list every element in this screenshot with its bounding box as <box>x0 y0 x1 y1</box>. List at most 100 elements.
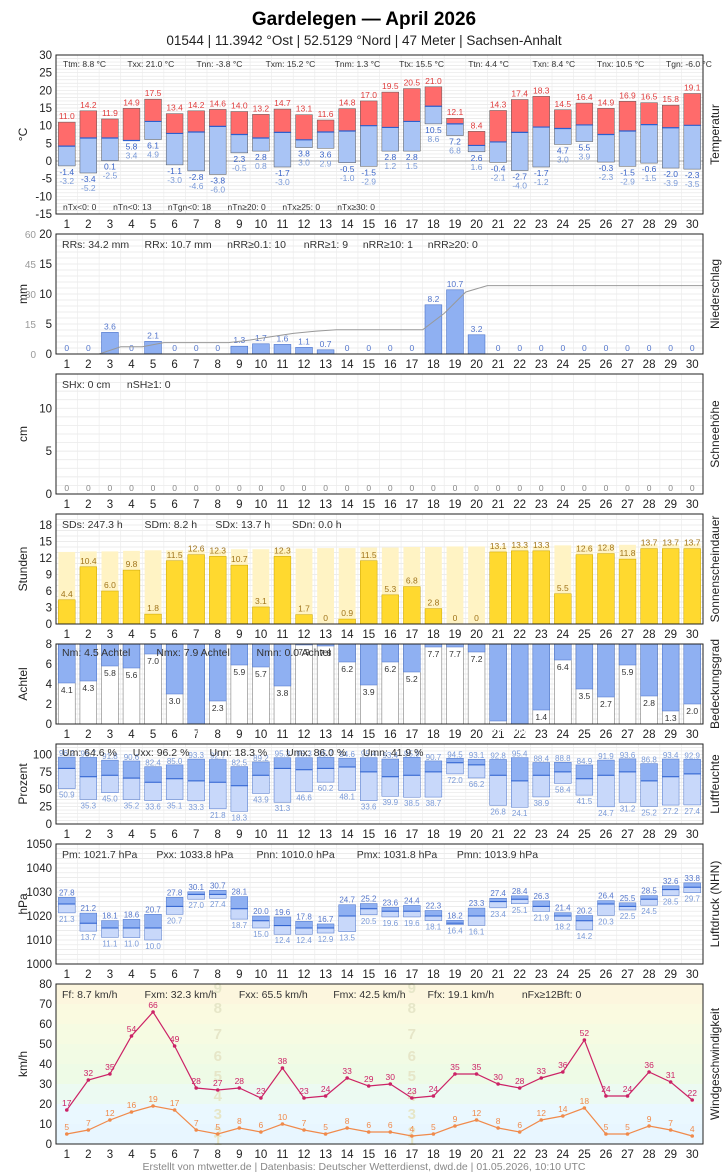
x-tick-label: 13 <box>319 219 332 231</box>
gust-label: 24 <box>623 1084 633 1094</box>
sunshine-bar <box>575 554 594 625</box>
sunshine-label: 13.7 <box>684 538 701 548</box>
x-tick-label: 23 <box>535 499 548 511</box>
tmin-bar <box>209 126 227 175</box>
sunshine-label: 0 <box>453 613 458 623</box>
tmin-label: 2.8 <box>255 152 267 162</box>
cloud-label: 5.8 <box>104 668 116 678</box>
x-tick-label: 9 <box>236 499 242 511</box>
tmax-bar <box>403 88 421 122</box>
x-tick-label: 20 <box>470 359 483 371</box>
gust-label: 28 <box>235 1076 245 1086</box>
x-tick-label: 27 <box>621 969 634 981</box>
humidity-lower-bar <box>554 771 572 784</box>
stat-label: SDs: 247.3 h <box>62 519 123 531</box>
x-tick-label: 18 <box>427 629 440 641</box>
humidity-max-label: 94.5 <box>447 750 463 759</box>
humidity-lower-bar <box>101 775 119 793</box>
x-tick-label: 19 <box>449 1149 462 1161</box>
x-tick-label: 24 <box>556 629 569 641</box>
humidity-lower-bar <box>230 785 248 812</box>
pressure-upper-bar <box>511 895 529 900</box>
sunshine-bar <box>381 594 399 625</box>
y-tick-label: 1020 <box>26 911 52 923</box>
y-tick-label: 5 <box>46 446 52 458</box>
mean-wind-point <box>474 1118 479 1122</box>
x-tick-label: 11 <box>276 729 288 741</box>
x-tick-label: 21 <box>492 1149 505 1161</box>
cloud-bar <box>467 643 486 653</box>
stat-label: RRs: 34.2 mm <box>62 239 129 251</box>
x-tick-label: 29 <box>664 359 677 371</box>
pressure-min-label: 18.2 <box>555 922 571 931</box>
humidity-lower-bar <box>360 771 378 801</box>
cloud-label: 3.8 <box>277 688 289 698</box>
gust-label: 24 <box>429 1084 439 1094</box>
cloud-label: 3.0 <box>169 696 181 706</box>
x-tick-label: 21 <box>492 629 505 641</box>
humidity-lower-bar <box>618 771 637 803</box>
humidity-min-label: 35.2 <box>124 802 140 811</box>
tmax-label: 14.6 <box>209 98 226 108</box>
snow-label: 0 <box>582 483 587 493</box>
snow-label: 0 <box>280 483 285 493</box>
pressure-min-label: 13.7 <box>81 933 97 942</box>
tmin-label: 7.2 <box>449 137 461 147</box>
precip-label: 0 <box>647 343 652 353</box>
y-tick-label: 1040 <box>26 863 52 875</box>
x-tick-label: 6 <box>171 969 177 981</box>
possible-sunshine-bar <box>144 550 162 624</box>
tgrass-label: 1.6 <box>471 162 483 172</box>
snow-label: 0 <box>259 483 264 493</box>
x-tick-label: 18 <box>427 219 440 231</box>
tmin-bar <box>424 105 443 125</box>
gust-point <box>366 1084 371 1088</box>
humidity-min-label: 38.7 <box>426 799 442 808</box>
x-tick-label: 6 <box>171 1149 177 1161</box>
gust-point <box>474 1072 479 1076</box>
tmin-label: -2.3 <box>685 170 700 180</box>
tgrass-label: 2.9 <box>320 158 332 168</box>
x-tick-label: 21 <box>492 829 505 841</box>
cloud-bar <box>511 643 529 725</box>
humidity-min-label: 43.9 <box>253 795 269 804</box>
stat-label: Pmn: 1013.9 hPa <box>457 849 538 861</box>
x-tick-label: 22 <box>513 499 526 511</box>
x-tick-label: 13 <box>319 969 332 981</box>
x-tick-label: 22 <box>513 969 526 981</box>
humidity-upper-bar <box>575 764 594 780</box>
x-tick-label: 11 <box>276 629 288 641</box>
mean-wind-point <box>129 1110 134 1114</box>
humidity-min-label: 24.7 <box>598 809 614 818</box>
x-tick-label: 8 <box>215 359 221 371</box>
x-tick-label: 4 <box>128 729 135 741</box>
tmin-label: -1.7 <box>275 168 290 178</box>
humidity-min-label: 39.9 <box>382 798 398 807</box>
precip-label: 10.7 <box>447 279 464 289</box>
y-tick-label: 1010 <box>26 935 52 947</box>
y-tick-label: 10 <box>39 121 52 133</box>
x-tick-label: 1 <box>64 969 70 981</box>
mean-wind-label: 5 <box>215 1122 220 1132</box>
precip-label: 0 <box>366 343 371 353</box>
tmin-bar <box>446 123 464 136</box>
x-tick-label: 1 <box>64 219 70 231</box>
x-tick-label: 15 <box>362 219 375 231</box>
tmin-label: -0.5 <box>340 164 355 174</box>
x-tick-label: 5 <box>150 499 156 511</box>
mean-wind-point <box>668 1128 673 1132</box>
cloud-label: 7.7 <box>449 649 461 659</box>
gust-point <box>388 1082 393 1086</box>
stat-label: nTgn<0: 18 <box>168 202 212 212</box>
tmax-label: 18.3 <box>533 85 550 95</box>
sunshine-label: 0.9 <box>341 608 353 618</box>
pressure-upper-bar <box>79 912 98 924</box>
pressure-lower-bar <box>187 894 205 900</box>
gust-label: 54 <box>127 1024 137 1034</box>
tgrass-label: -2.9 <box>620 176 635 186</box>
x-tick-label: 12 <box>298 829 311 841</box>
x-tick-label: 17 <box>405 829 418 841</box>
x-tick-label: 2 <box>85 969 91 981</box>
stat-label: Ttm: 8.8 °C <box>63 59 106 69</box>
pressure-upper-bar <box>252 915 270 922</box>
